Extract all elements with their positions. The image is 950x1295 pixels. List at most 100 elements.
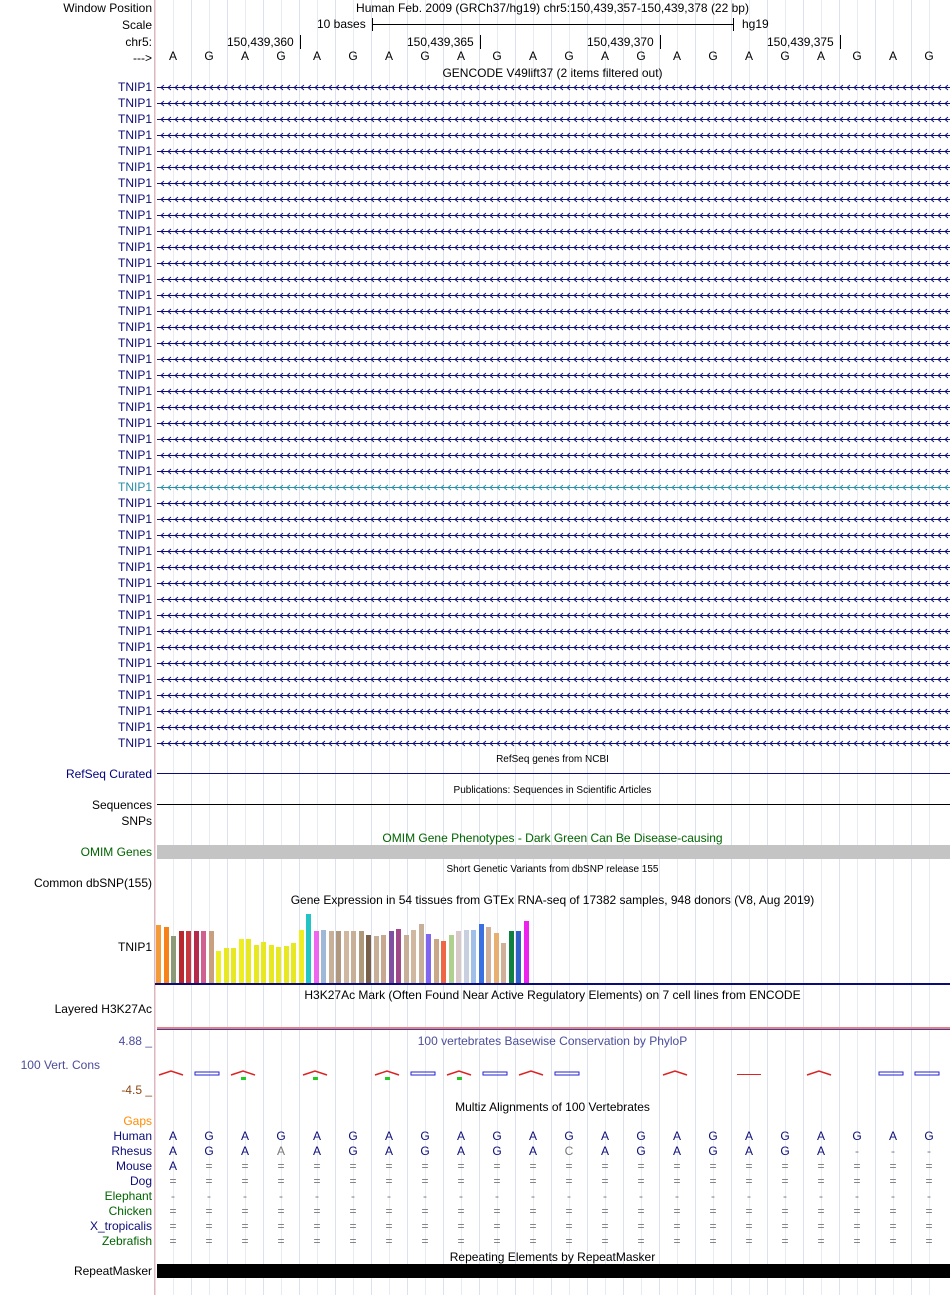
gtex-tissue-bar[interactable] — [463, 930, 469, 983]
multiz-species-label[interactable]: Rhesus — [111, 1144, 152, 1158]
gencode-gene-label[interactable]: TNIP1 — [117, 640, 152, 654]
multiz-species-label[interactable]: Chicken — [108, 1204, 152, 1218]
gtex-tissue-bar[interactable] — [208, 931, 214, 983]
h3k27ac-title[interactable]: H3K27Ac Mark (Often Found Near Active Re… — [304, 988, 801, 1002]
gencode-transcript-line[interactable] — [157, 290, 950, 300]
gencode-transcript-line[interactable] — [157, 210, 950, 220]
phylop-label[interactable]: 100 Vert. Cons — [20, 1058, 100, 1072]
gtex-tissue-bar[interactable] — [486, 927, 491, 983]
gtex-tissue-bar[interactable] — [448, 935, 454, 983]
gencode-transcript-line[interactable] — [157, 690, 950, 700]
gtex-tissue-bar[interactable] — [418, 924, 424, 983]
gtex-tissue-bar[interactable] — [261, 942, 266, 983]
gtex-tissue-bar[interactable] — [201, 931, 206, 983]
gencode-transcript-line[interactable] — [157, 578, 950, 588]
gencode-transcript-line[interactable] — [157, 594, 950, 604]
gtex-tissue-bar[interactable] — [298, 930, 304, 983]
gtex-tissue-bar[interactable] — [433, 939, 439, 983]
gencode-transcript-line[interactable] — [157, 242, 950, 252]
gencode-gene-label[interactable]: TNIP1 — [117, 192, 152, 206]
gtex-tissue-bar[interactable] — [313, 931, 319, 983]
gtex-tissue-bar[interactable] — [246, 939, 251, 983]
gtex-tissue-bar[interactable] — [306, 914, 311, 983]
gencode-gene-label[interactable]: TNIP1 — [117, 704, 152, 718]
omim-feature-bar[interactable] — [157, 845, 950, 859]
gtex-tissue-bar[interactable] — [471, 930, 476, 983]
gencode-transcript-line[interactable] — [157, 514, 950, 524]
gencode-transcript-line[interactable] — [157, 530, 950, 540]
gencode-transcript-line[interactable] — [157, 354, 950, 364]
gtex-tissue-bar[interactable] — [426, 934, 431, 983]
gencode-transcript-line[interactable] — [157, 274, 950, 284]
gencode-gene-label[interactable]: TNIP1 — [117, 624, 152, 638]
omim-title[interactable]: OMIM Gene Phenotypes - Dark Green Can Be… — [382, 831, 723, 845]
repeatmasker-feature-bar[interactable] — [157, 1264, 950, 1278]
gtex-tissue-bar[interactable] — [321, 930, 326, 983]
gencode-gene-label[interactable]: TNIP1 — [117, 512, 152, 526]
gencode-gene-label[interactable]: TNIP1 — [117, 400, 152, 414]
gtex-tissue-bar[interactable] — [216, 951, 221, 983]
gtex-tissue-bar[interactable] — [268, 945, 274, 983]
gencode-gene-label[interactable]: TNIP1 — [117, 496, 152, 510]
multiz-species-label[interactable]: X_tropicalis — [89, 1219, 152, 1233]
gtex-tissue-bar[interactable] — [291, 943, 296, 983]
gencode-gene-label[interactable]: TNIP1 — [117, 112, 152, 126]
gencode-gene-label[interactable]: TNIP1 — [117, 96, 152, 110]
gtex-tissue-bar[interactable] — [238, 939, 244, 983]
multiz-species-label[interactable]: Dog — [129, 1174, 152, 1188]
gtex-tissue-bar[interactable] — [223, 948, 229, 983]
gaps-label[interactable]: Gaps — [123, 1114, 152, 1128]
gencode-gene-label[interactable]: TNIP1 — [117, 672, 152, 686]
dbsnp-title[interactable]: Short Genetic Variants from dbSNP releas… — [446, 864, 659, 875]
h3k27ac-label[interactable]: Layered H3K27Ac — [54, 1002, 152, 1016]
gtex-tissue-bar[interactable] — [156, 925, 161, 983]
refseq-title[interactable]: RefSeq genes from NCBI — [496, 754, 609, 765]
gencode-gene-label[interactable]: TNIP1 — [117, 592, 152, 606]
publications-title[interactable]: Publications: Sequences in Scientific Ar… — [453, 785, 652, 796]
gencode-transcript-line[interactable] — [157, 562, 950, 572]
gencode-gene-label[interactable]: TNIP1 — [117, 240, 152, 254]
gtex-tissue-bar[interactable] — [366, 935, 371, 983]
gtex-title[interactable]: Gene Expression in 54 tissues from GTEx … — [290, 893, 815, 907]
gencode-transcript-line[interactable] — [157, 114, 950, 124]
repeatmasker-title[interactable]: Repeating Elements by RepeatMasker — [449, 1250, 656, 1264]
gencode-gene-label[interactable]: TNIP1 — [117, 208, 152, 222]
gencode-gene-label[interactable]: TNIP1 — [117, 448, 152, 462]
gencode-gene-label[interactable]: TNIP1 — [117, 352, 152, 366]
gtex-tissue-bar[interactable] — [171, 936, 176, 983]
gtex-tissue-bar[interactable] — [231, 948, 236, 983]
gtex-tissue-bar[interactable] — [343, 931, 349, 983]
gencode-transcript-line[interactable] — [157, 338, 950, 348]
gencode-gene-label[interactable]: TNIP1 — [117, 656, 152, 670]
gencode-transcript-line[interactable] — [157, 306, 950, 316]
publications-label[interactable]: Sequences — [91, 798, 152, 812]
gencode-gene-label[interactable]: TNIP1 — [117, 576, 152, 590]
gencode-transcript-line[interactable] — [157, 498, 950, 508]
gencode-title[interactable]: GENCODE V49lift37 (2 items filtered out) — [442, 66, 663, 80]
multiz-species-label[interactable]: Elephant — [104, 1189, 152, 1203]
gencode-gene-label[interactable]: TNIP1 — [117, 224, 152, 238]
gencode-transcript-line[interactable] — [157, 162, 950, 172]
gencode-gene-label[interactable]: TNIP1 — [117, 464, 152, 478]
omim-label[interactable]: OMIM Genes — [80, 845, 152, 859]
gencode-gene-label[interactable]: TNIP1 — [117, 368, 152, 382]
gencode-gene-label[interactable]: TNIP1 — [117, 304, 152, 318]
gencode-gene-label[interactable]: TNIP1 — [117, 432, 152, 446]
gencode-gene-label[interactable]: TNIP1 — [117, 320, 152, 334]
gencode-gene-label[interactable]: TNIP1 — [117, 288, 152, 302]
gencode-transcript-line[interactable] — [157, 434, 950, 444]
gtex-tissue-bar[interactable] — [456, 931, 461, 983]
gtex-tissue-bar[interactable] — [253, 945, 259, 983]
gencode-transcript-line[interactable] — [157, 322, 950, 332]
gtex-tissue-bar[interactable] — [186, 931, 191, 983]
gtex-tissue-bar[interactable] — [403, 935, 409, 983]
gencode-transcript-line[interactable] — [157, 82, 950, 92]
gtex-tissue-bar[interactable] — [351, 931, 356, 983]
gtex-tissue-bar[interactable] — [493, 933, 499, 983]
gencode-transcript-line[interactable] — [157, 610, 950, 620]
gtex-tissue-bar[interactable] — [411, 930, 416, 983]
gtex-tissue-bar[interactable] — [276, 947, 281, 983]
gtex-tissue-bar[interactable] — [478, 924, 484, 983]
gencode-transcript-line[interactable] — [157, 178, 950, 188]
gencode-transcript-line[interactable] — [157, 146, 950, 156]
